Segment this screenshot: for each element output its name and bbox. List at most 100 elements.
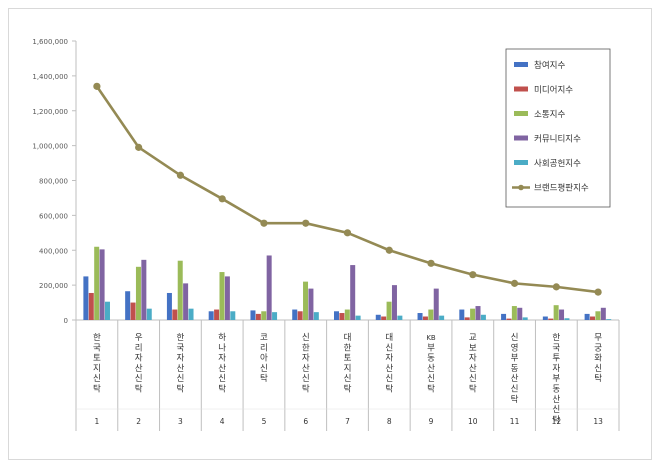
bar-4 [350,265,356,320]
rank-label: 2 [136,417,141,426]
bar-5 [313,312,319,320]
bar-5 [188,308,194,320]
line-point [343,229,352,237]
bar-3 [303,281,309,320]
y-tick-label: 600,000 [39,212,68,220]
bar-5 [230,311,236,320]
rank-label: 8 [387,417,392,426]
bar-4 [475,306,481,320]
y-tick-label: 0 [64,317,68,325]
line-point [469,271,477,279]
bar-2 [381,316,387,320]
bar-5 [397,315,403,320]
bar-5 [480,314,486,320]
bar-5 [606,319,612,320]
legend-swatch-marker [518,184,524,191]
bar-3 [344,309,350,320]
legend-label: 사회공헌지수 [534,159,581,169]
line-point [135,143,143,151]
line-point [385,246,393,254]
bar-2 [255,313,261,320]
bar-5 [564,318,570,320]
y-tick-label: 1,400,000 [32,73,68,81]
bar-5 [104,301,110,320]
bar-3 [177,260,183,320]
y-tick-label: 1,200,000 [32,108,68,116]
line-point [218,195,226,203]
bar-4 [559,309,565,320]
bar-3 [511,306,517,320]
bar-4 [517,307,523,320]
bar-1 [375,314,381,320]
y-tick-label: 800,000 [39,178,68,186]
bar-1 [208,311,214,320]
bar-2 [590,316,596,320]
bar-5 [272,312,278,320]
bar-1 [125,291,131,320]
bar-3 [261,311,267,320]
bar-2 [172,309,178,320]
bar-1 [166,292,172,320]
category-label: KB 부 동 산 신 탁 [426,334,436,395]
brand-reputation-chart: 0 200,000 400,000 600,000 800,000 1,000,000 1,… [32,38,620,431]
legend-swatch [514,160,528,165]
rank-label: 4 [220,417,225,426]
bar-3 [94,246,100,320]
bar-3 [428,309,434,320]
bar-5 [522,317,528,320]
bar-4 [308,288,314,320]
bar-2 [548,318,554,320]
bar-3 [219,272,225,320]
bar-1 [334,311,339,320]
legend-box [505,48,611,208]
bar-4 [600,307,606,320]
legend-label: 미디어지수 [534,85,573,96]
bar-5 [439,315,445,320]
chart-frame: 0 200,000 400,000 600,000 800,000 1,000,000 1,… [8,8,652,460]
bar-2 [130,302,136,320]
rank-label: 1 [94,417,99,426]
legend-label: 커뮤니티지수 [534,134,581,145]
rank-label: 13 [593,417,603,426]
rank-label: 7 [345,417,350,426]
line-point [552,283,560,291]
y-tick-label: 400,000 [39,247,68,255]
bar-4 [183,283,189,320]
y-tick-label: 1,600,000 [32,38,68,46]
bar-1 [83,276,89,320]
rank-label: 11 [510,417,520,426]
bar-1 [584,313,590,320]
bar-4 [391,285,397,320]
bar-3 [595,311,601,320]
y-tick-label: 200,000 [39,282,68,290]
bar-4 [433,288,439,320]
bar-1 [501,313,507,320]
legend-swatch [514,62,528,67]
line-series [93,82,602,296]
bars [83,246,612,320]
y-tick-label: 1,000,000 [32,143,68,151]
bar-2 [88,292,94,320]
bar-2 [297,311,303,320]
line-point [176,171,185,179]
bar-1 [542,316,548,320]
bar-1 [250,310,256,320]
bar-2 [339,313,345,320]
legend-swatch [514,111,528,116]
bar-4 [266,255,272,320]
bar-1 [417,313,423,320]
line-point [510,279,519,287]
bar-2 [214,309,220,320]
legend-swatch [514,135,528,141]
line-point [302,219,310,227]
legend-label: 브랜드평판지수 [534,183,589,194]
rank-label: 6 [303,417,308,426]
